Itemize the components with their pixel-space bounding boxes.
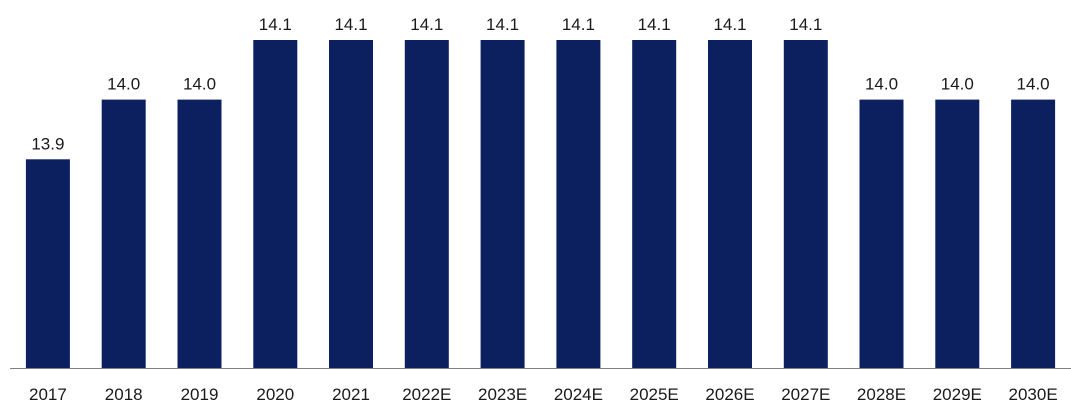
bar-2025E [632, 40, 677, 368]
data-label-2024E: 14.1 [562, 15, 595, 34]
tick-label-2028E: 2028E [857, 385, 906, 404]
data-label-2021: 14.1 [334, 15, 367, 34]
data-label-2027E: 14.1 [789, 15, 822, 34]
tick-label-2026E: 2026E [705, 385, 754, 404]
data-label-2022E: 14.1 [410, 15, 443, 34]
tick-label-2027E: 2027E [781, 385, 830, 404]
data-labels-group: 13.9 14.0 14.0 14.1 14.1 14.1 14.1 14.1 14.1 14.1… [31, 15, 1049, 153]
tick-label-2022E: 2022E [402, 385, 451, 404]
data-label-2029E: 14.0 [941, 75, 974, 94]
bar-2021 [329, 40, 373, 368]
data-label-2028E: 14.0 [865, 75, 898, 94]
bar-2028E [859, 99, 904, 368]
bar-2026E [708, 40, 752, 368]
tick-label-2018: 2018 [105, 385, 143, 404]
tick-label-2021: 2021 [332, 385, 370, 404]
tick-label-2020: 2020 [256, 385, 294, 404]
data-label-2026E: 14.1 [713, 15, 746, 34]
bar-2027E [783, 40, 828, 368]
data-label-2023E: 14.1 [486, 15, 519, 34]
data-label-2019: 14.0 [183, 75, 216, 94]
data-label-2018: 14.0 [107, 75, 140, 94]
data-label-2020: 14.1 [259, 15, 292, 34]
bar-2023E [480, 40, 525, 368]
tick-label-2023E: 2023E [478, 385, 527, 404]
data-label-2017: 13.9 [31, 134, 64, 153]
tick-label-2030E: 2030E [1009, 385, 1058, 404]
data-label-2030E: 14.0 [1017, 75, 1050, 94]
tick-label-2017: 2017 [29, 385, 67, 404]
bar-2020 [253, 40, 298, 368]
bar-2024E [556, 40, 601, 368]
tick-label-2025E: 2025E [630, 385, 679, 404]
bar-2017 [25, 159, 70, 368]
bar-2022E [404, 40, 449, 368]
tick-label-2019: 2019 [181, 385, 219, 404]
bars-group [25, 40, 1056, 368]
tick-label-2029E: 2029E [933, 385, 982, 404]
tick-labels-group: 2017 2018 2019 2020 2021 2022E 2023E 2024E 2025E… [29, 385, 1058, 404]
bar-2030E [1011, 99, 1056, 368]
bar-2019 [177, 99, 222, 368]
bar-2018 [101, 99, 146, 368]
tick-label-2024E: 2024E [554, 385, 603, 404]
bar-2029E [935, 99, 980, 368]
data-label-2025E: 14.1 [638, 15, 671, 34]
